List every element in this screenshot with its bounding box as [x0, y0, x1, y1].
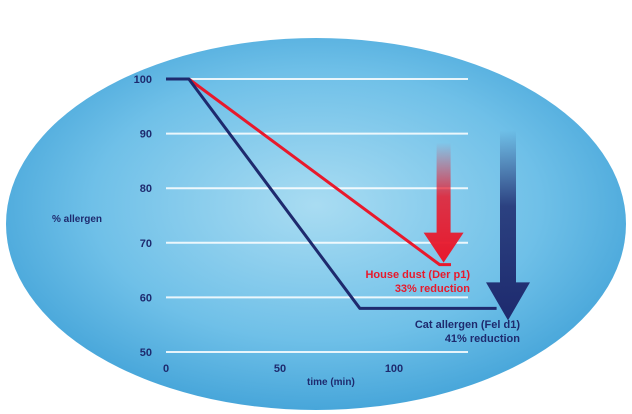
annotation-house-dust: House dust (Der p1) 33% reduction: [365, 269, 470, 295]
x-tick-100: 100: [385, 363, 403, 375]
series-lines: [166, 77, 497, 310]
x-tick-50: 50: [274, 363, 286, 375]
y-tick-70: 70: [140, 238, 152, 250]
reduction-arrows: [423, 130, 530, 321]
y-axis-label: % allergen: [52, 214, 102, 225]
cat-allergen-arrow: [486, 130, 530, 321]
annotation-cat-allergen-line1: Cat allergen (Fel d1): [415, 319, 520, 331]
y-tick-90: 90: [140, 129, 152, 141]
annotation-house-dust-line1: House dust (Der p1): [365, 269, 470, 281]
annotation-cat-allergen-line2: 41% reduction: [445, 333, 520, 345]
annotation-cat-allergen: Cat allergen (Fel d1) 41% reduction: [415, 319, 520, 345]
y-tick-80: 80: [140, 183, 152, 195]
y-tick-100: 100: [134, 74, 152, 86]
y-tick-60: 60: [140, 292, 152, 304]
x-axis-label: time (min): [307, 377, 355, 388]
house-dust-arrow: [423, 142, 464, 263]
y-tick-50: 50: [140, 347, 152, 359]
background-oval: [6, 38, 626, 410]
x-axis-ticks: 0 50 100: [163, 363, 403, 375]
y-axis-ticks: 100 90 80 70 60 50: [134, 74, 152, 359]
cat-allergen-line: [166, 77, 497, 310]
gridlines: [166, 78, 468, 353]
x-tick-0: 0: [163, 363, 169, 375]
annotation-house-dust-line2: 33% reduction: [395, 283, 470, 295]
